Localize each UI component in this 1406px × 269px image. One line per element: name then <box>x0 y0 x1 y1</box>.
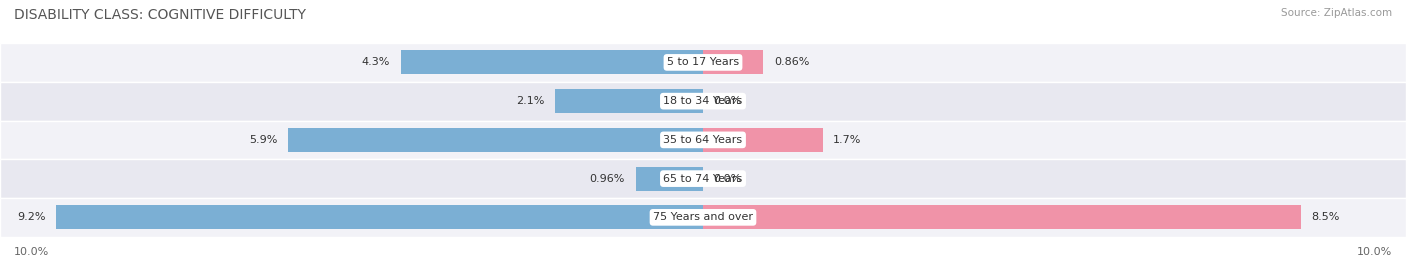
Text: 9.2%: 9.2% <box>17 212 46 222</box>
Text: 5.9%: 5.9% <box>249 135 277 145</box>
Text: 18 to 34 Years: 18 to 34 Years <box>664 96 742 106</box>
Text: 2.1%: 2.1% <box>516 96 546 106</box>
Bar <box>56 205 703 229</box>
Bar <box>0 159 1406 198</box>
Bar <box>0 121 1406 159</box>
Text: 0.86%: 0.86% <box>775 57 810 68</box>
Text: 75 Years and over: 75 Years and over <box>652 212 754 222</box>
Text: 10.0%: 10.0% <box>1357 247 1392 257</box>
Bar <box>0 43 1406 82</box>
Text: 65 to 74 Years: 65 to 74 Years <box>664 174 742 184</box>
Text: 5 to 17 Years: 5 to 17 Years <box>666 57 740 68</box>
Text: 4.3%: 4.3% <box>361 57 391 68</box>
Bar <box>703 205 1301 229</box>
Bar <box>288 128 703 152</box>
Text: 0.0%: 0.0% <box>713 174 742 184</box>
Bar <box>703 128 823 152</box>
Bar <box>401 50 703 75</box>
Text: 0.0%: 0.0% <box>713 96 742 106</box>
Bar <box>0 198 1406 237</box>
Bar <box>0 82 1406 121</box>
Text: 8.5%: 8.5% <box>1312 212 1340 222</box>
Bar <box>555 89 703 113</box>
Text: 35 to 64 Years: 35 to 64 Years <box>664 135 742 145</box>
Text: 0.96%: 0.96% <box>589 174 624 184</box>
Bar <box>636 167 703 191</box>
Text: 10.0%: 10.0% <box>14 247 49 257</box>
Text: 1.7%: 1.7% <box>832 135 862 145</box>
Text: DISABILITY CLASS: COGNITIVE DIFFICULTY: DISABILITY CLASS: COGNITIVE DIFFICULTY <box>14 8 307 22</box>
Bar <box>703 50 763 75</box>
Text: Source: ZipAtlas.com: Source: ZipAtlas.com <box>1281 8 1392 18</box>
